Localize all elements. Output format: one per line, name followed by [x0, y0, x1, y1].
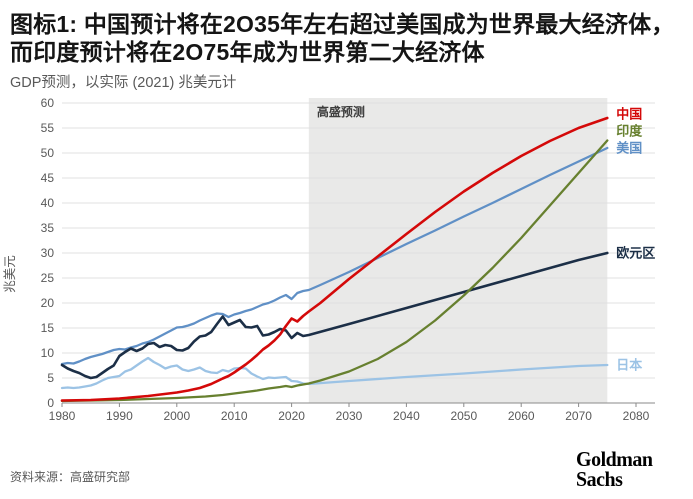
y-tick-label: 15 [41, 321, 55, 335]
series-line-china [60, 116, 609, 402]
logo-line-1: Goldman [576, 447, 653, 472]
chart-header: 图标1: 中国预计将在2O35年左右超过美国成为世界最大经济体，而印度预计将在2… [0, 0, 693, 92]
goldman-sachs-logo: Goldman Sachs [576, 447, 653, 491]
chart-footer: 资料来源：高盛研究部 Goldman Sachs [10, 447, 681, 491]
x-tick-label: 2080 [623, 409, 650, 423]
y-tick-label: 35 [41, 221, 55, 235]
y-tick-label: 0 [47, 396, 54, 410]
y-tick-label: 50 [41, 146, 55, 160]
y-tick-label: 25 [41, 271, 55, 285]
x-tick-label: 2060 [508, 409, 535, 423]
y-axis-label: 兆美元 [3, 255, 17, 293]
y-tick-label: 55 [41, 121, 55, 135]
logo-line-2: Sachs [576, 466, 623, 491]
series-label-eurozone: 欧元区 [616, 246, 655, 261]
x-tick-label: 2000 [163, 409, 190, 423]
y-tick-label: 5 [47, 371, 54, 385]
forecast-region [308, 98, 608, 404]
series-line-india [60, 139, 609, 403]
x-tick-label: 2050 [450, 409, 477, 423]
forecast-label: 高盛预测 [317, 104, 365, 119]
y-tick-label: 45 [41, 171, 55, 185]
x-tick-label: 1980 [49, 409, 76, 423]
x-tick-label: 2040 [393, 409, 420, 423]
series-line-japan [60, 356, 609, 390]
y-tick-label: 20 [41, 296, 55, 310]
gdp-chart-svg: 0 5 10 15 20 25 30 35 40 45 50 55 60 1980 1990 2000 2010… [3, 96, 655, 423]
series-line-us [60, 146, 609, 366]
series-line-eurozone [60, 251, 609, 380]
y-tick-label: 40 [41, 196, 55, 210]
gdp-forecast-chart: 0 5 10 15 20 25 30 35 40 45 50 55 60 1980 1990 2000 2010… [0, 96, 693, 437]
series-label-us: 美国 [616, 141, 642, 156]
x-tick-label: 2020 [278, 409, 305, 423]
series-label-india: 印度 [616, 124, 643, 139]
x-tick-label: 2010 [221, 409, 248, 423]
chart-title: 图标1: 中国预计将在2O35年左右超过美国成为世界最大经济体，而印度预计将在2… [10, 11, 675, 66]
chart-subtitle: GDP预测，以实际 (2021) 兆美元计 [10, 75, 237, 92]
source-note: 资料来源：高盛研究部 [10, 470, 131, 484]
x-tick-label: 2030 [336, 409, 363, 423]
series-label-china: 中国 [616, 107, 642, 122]
y-tick-label: 60 [41, 96, 55, 110]
x-tick-label: 2070 [565, 409, 592, 423]
y-tick-label: 10 [41, 346, 55, 360]
y-tick-label: 30 [41, 246, 55, 260]
x-tick-label: 1990 [106, 409, 133, 423]
series-label-japan: 日本 [616, 358, 642, 373]
